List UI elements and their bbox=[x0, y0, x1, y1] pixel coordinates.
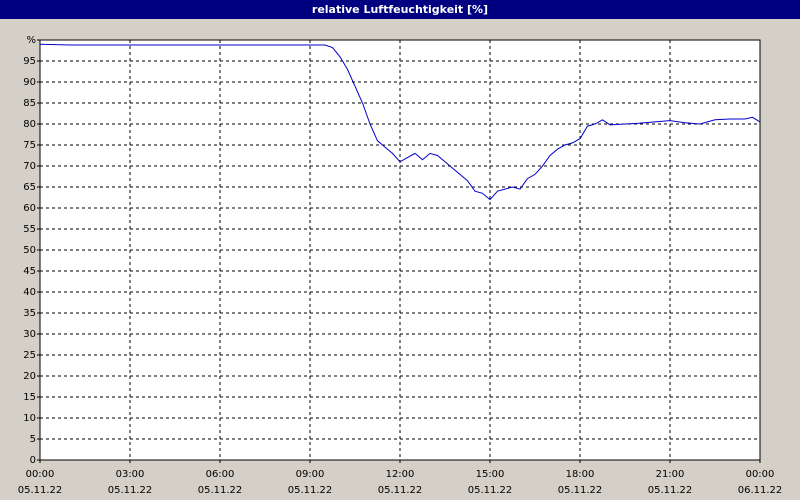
x-tick-date: 05.11.22 bbox=[18, 485, 63, 496]
y-tick-label: 70 bbox=[23, 161, 36, 172]
x-tick-label: 15:00 bbox=[476, 469, 505, 480]
data-line bbox=[39, 43, 761, 201]
x-tick-date: 05.11.22 bbox=[108, 485, 153, 496]
y-tick-label: 85 bbox=[23, 98, 36, 109]
y-tick-label: 60 bbox=[23, 203, 36, 214]
y-tick-label: 10 bbox=[23, 413, 36, 424]
y-tick-label: 20 bbox=[23, 371, 36, 382]
x-tick-label: 18:00 bbox=[566, 469, 595, 480]
y-tick-label: 95 bbox=[23, 56, 36, 67]
y-tick-label: 75 bbox=[23, 140, 36, 151]
x-tick-label: 09:00 bbox=[296, 469, 325, 480]
x-tick-date: 05.11.22 bbox=[648, 485, 693, 496]
x-tick-date: 05.11.22 bbox=[468, 485, 513, 496]
y-tick-label: 15 bbox=[23, 392, 36, 403]
y-tick-label: 40 bbox=[23, 287, 36, 298]
x-tick-label: 06:00 bbox=[206, 469, 235, 480]
x-tick-label: 21:00 bbox=[656, 469, 685, 480]
y-tick-label: 45 bbox=[23, 266, 36, 277]
x-tick-date: 05.11.22 bbox=[198, 485, 243, 496]
x-tick-label: 00:00 bbox=[26, 469, 55, 480]
x-tick-label: 03:00 bbox=[116, 469, 145, 480]
chart-title: relative Luftfeuchtigkeit [%] bbox=[312, 3, 488, 16]
title-bar bbox=[0, 0, 800, 19]
x-tick-date: 05.11.22 bbox=[378, 485, 423, 496]
x-tick-label: 00:00 bbox=[746, 469, 775, 480]
y-tick-label: 35 bbox=[23, 308, 36, 319]
y-tick-label: % bbox=[26, 35, 36, 46]
y-tick-label: 25 bbox=[23, 350, 36, 361]
x-tick-date: 06.11.22 bbox=[738, 485, 783, 496]
x-tick-date: 05.11.22 bbox=[558, 485, 603, 496]
y-tick-label: 0 bbox=[30, 455, 36, 466]
y-tick-label: 90 bbox=[23, 77, 36, 88]
y-tick-label: 55 bbox=[23, 224, 36, 235]
y-tick-label: 80 bbox=[23, 119, 36, 130]
y-tick-label: 50 bbox=[23, 245, 36, 256]
y-tick-label: 30 bbox=[23, 329, 36, 340]
x-tick-label: 12:00 bbox=[386, 469, 415, 480]
x-tick-date: 05.11.22 bbox=[288, 485, 333, 496]
y-tick-label: 65 bbox=[23, 182, 36, 193]
y-tick-label: 5 bbox=[30, 434, 36, 445]
